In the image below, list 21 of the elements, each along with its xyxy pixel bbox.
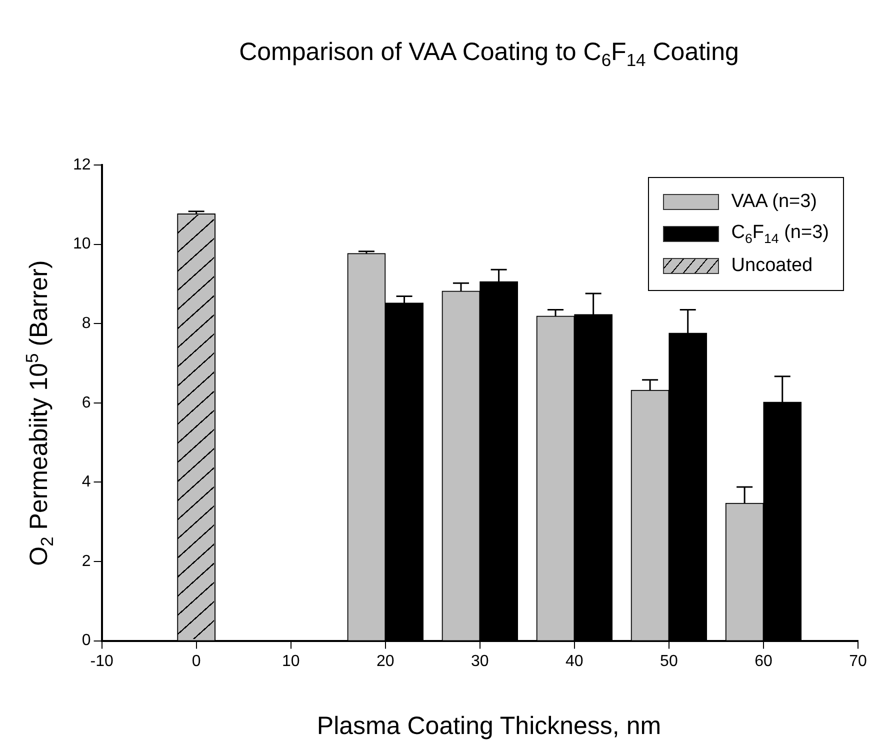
x-tick-label: 60: [754, 652, 772, 670]
x-tick-label: -10: [90, 652, 114, 670]
legend-label: VAA (n=3): [731, 191, 818, 213]
x-tick-label: 40: [566, 652, 584, 670]
x-tick-label: 0: [192, 652, 201, 670]
y-tick-label: 4: [82, 474, 91, 491]
y-tick-label: 2: [82, 552, 91, 570]
x-tick-label: 30: [471, 652, 489, 670]
legend-label: Uncoated: [731, 255, 813, 277]
y-tick-label: 12: [73, 156, 91, 174]
y-tick-label: 8: [82, 315, 91, 332]
x-tick-label: 70: [849, 652, 867, 670]
y-tick-label: 0: [82, 632, 91, 650]
x-axis-title: Plasma Coating Thickness, nm: [316, 712, 662, 741]
x-tick-label: 50: [660, 652, 678, 670]
legend-label: C$_{6}$F$_{14}$ (n=3): [731, 222, 829, 246]
x-tick-label: 20: [376, 652, 394, 670]
x-tick-label: 10: [282, 652, 300, 670]
y-tick-label: 10: [73, 236, 91, 253]
chart-title: Comparison of VAA Coating to C$_{6}$F$_{14}$ Coating: [238, 38, 740, 71]
y-tick-label: 6: [82, 394, 91, 412]
